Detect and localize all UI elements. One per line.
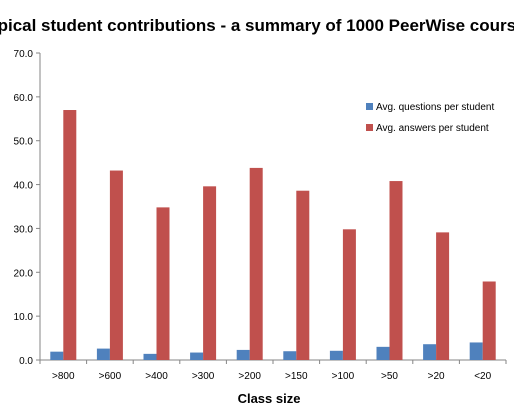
bars xyxy=(50,110,496,360)
y-tick-label: 0.0 xyxy=(19,356,33,367)
bar-answers-8 xyxy=(436,232,450,360)
x-tick-label: >200 xyxy=(238,371,261,382)
bar-answers-0 xyxy=(63,110,77,360)
y-tick-label: 70.0 xyxy=(14,49,34,60)
bar-answers-6 xyxy=(342,229,356,360)
y-tick-label: 10.0 xyxy=(14,312,34,323)
bar-questions-8 xyxy=(423,344,437,360)
y-tick-label: 40.0 xyxy=(14,181,34,192)
bar-answers-1 xyxy=(109,170,123,360)
chart-title: Typical student contributions - a summar… xyxy=(0,16,514,35)
y-tick-label: 60.0 xyxy=(14,93,34,104)
x-tick-label: >400 xyxy=(145,371,168,382)
bar-questions-1 xyxy=(96,348,110,360)
bar-answers-9 xyxy=(482,281,496,360)
bar-questions-0 xyxy=(50,351,64,360)
bar-answers-4 xyxy=(249,167,263,360)
x-tick-label: >100 xyxy=(332,371,355,382)
y-tick-label: 50.0 xyxy=(14,137,34,148)
x-tick-label: >150 xyxy=(285,371,308,382)
x-tick-label: >50 xyxy=(381,371,398,382)
legend-label-questions: Avg. questions per student xyxy=(376,102,494,113)
bar-answers-3 xyxy=(203,186,217,360)
x-tick-label: >600 xyxy=(99,371,122,382)
x-tick-label: >800 xyxy=(52,371,75,382)
bar-questions-7 xyxy=(376,346,390,360)
legend-swatch-questions xyxy=(366,103,373,110)
bar-answers-7 xyxy=(389,181,403,360)
y-tick-label: 30.0 xyxy=(14,224,34,235)
bar-questions-4 xyxy=(236,349,250,360)
legend: Avg. questions per student Avg. answers … xyxy=(366,102,494,134)
x-tick-label: >20 xyxy=(428,371,445,382)
x-axis-title: Class size xyxy=(238,391,301,406)
x-tick-label: >300 xyxy=(192,371,215,382)
y-axis: 0.0 10.0 20.0 30.0 40.0 50.0 60.0 70.0 xyxy=(14,49,41,367)
y-tick-label: 20.0 xyxy=(14,268,34,279)
x-tick-label: <20 xyxy=(474,371,491,382)
bar-questions-2 xyxy=(143,353,157,360)
x-axis: >800 >600 >400 >300 >200 >150 >100 >50 >20 <20 xyxy=(39,359,507,382)
bar-questions-5 xyxy=(283,351,297,360)
bar-questions-3 xyxy=(190,352,204,360)
bar-answers-2 xyxy=(156,207,170,360)
bar-questions-6 xyxy=(329,350,343,360)
legend-swatch-answers xyxy=(366,124,373,131)
bar-questions-9 xyxy=(469,342,483,360)
legend-label-answers: Avg. answers per student xyxy=(376,123,489,134)
bar-answers-5 xyxy=(296,190,310,360)
